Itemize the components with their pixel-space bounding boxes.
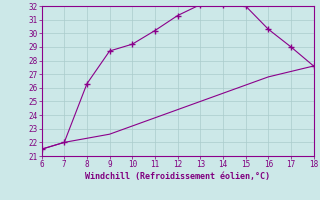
X-axis label: Windchill (Refroidissement éolien,°C): Windchill (Refroidissement éolien,°C) (85, 172, 270, 181)
